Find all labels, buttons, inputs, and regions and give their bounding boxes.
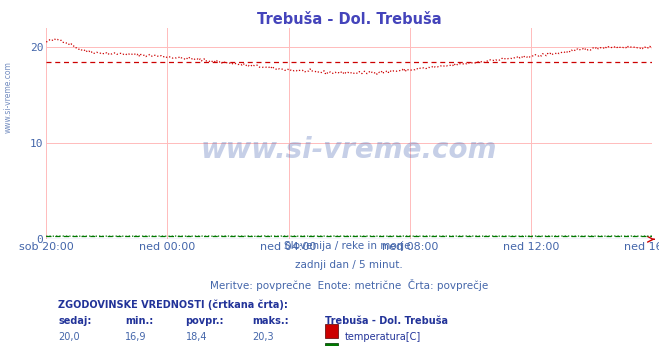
Bar [325, 343, 338, 346]
Text: temperatura[C]: temperatura[C] [345, 332, 420, 342]
Text: povpr.:: povpr.: [186, 316, 224, 326]
Text: Meritve: povprečne  Enote: metrične  Črta: povprečje: Meritve: povprečne Enote: metrične Črta:… [210, 279, 488, 291]
Text: Trebuša - Dol. Trebuša: Trebuša - Dol. Trebuša [325, 316, 448, 326]
Title: Trebuša - Dol. Trebuša: Trebuša - Dol. Trebuša [257, 11, 442, 27]
Text: zadnji dan / 5 minut.: zadnji dan / 5 minut. [295, 260, 403, 270]
Bar [325, 324, 338, 338]
Text: 18,4: 18,4 [186, 332, 207, 342]
Text: Slovenija / reke in morje.: Slovenija / reke in morje. [284, 242, 415, 252]
Text: 20,0: 20,0 [58, 332, 80, 342]
Text: sedaj:: sedaj: [58, 316, 92, 326]
Text: 16,9: 16,9 [125, 332, 146, 342]
Text: ZGODOVINSKE VREDNOSTI (črtkana črta):: ZGODOVINSKE VREDNOSTI (črtkana črta): [58, 299, 288, 310]
Text: www.si-vreme.com: www.si-vreme.com [201, 136, 498, 164]
Text: min.:: min.: [125, 316, 153, 326]
Text: maks.:: maks.: [252, 316, 289, 326]
Text: www.si-vreme.com: www.si-vreme.com [4, 61, 13, 133]
Text: 20,3: 20,3 [252, 332, 274, 342]
